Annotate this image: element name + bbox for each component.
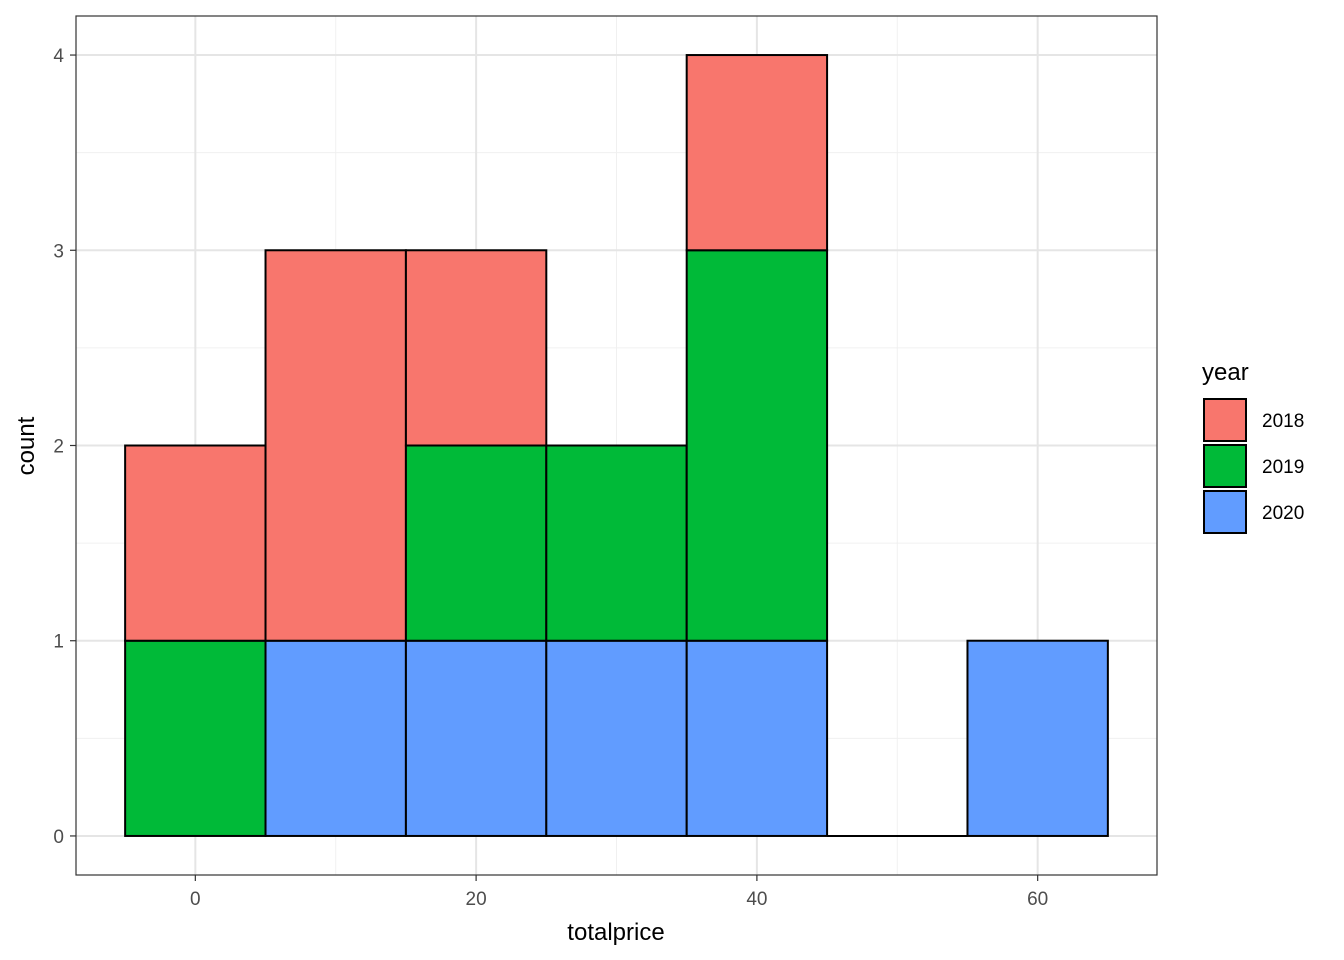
legend-title: year [1202,359,1249,386]
bar-2019-bin-3 [545,444,688,642]
histogram-bars [124,54,1109,837]
bar-2020-bin-1 [264,639,407,837]
legend-key-2019 [1203,444,1247,488]
y-tick-label: 1 [53,632,64,653]
y-axis-ticks: 0 1 2 3 4 [53,46,76,848]
legend-label-2020: 2020 [1262,503,1304,524]
x-axis-title: totalprice [567,919,664,946]
bar-2018-bin-4 [685,54,829,252]
x-tick-label: 20 [466,889,487,910]
bar-2020-bin-4 [685,639,829,837]
legend-items: 2018 2019 2020 [1203,398,1304,534]
bar-2020-bin-6 [966,639,1109,837]
legend-key-2018 [1203,398,1247,442]
bar-2019-bin-0 [124,639,267,837]
legend-label-2018: 2018 [1262,411,1304,432]
bar-2018-bin-0 [124,444,267,642]
legend: year 2018 2019 2020 [1202,359,1304,534]
bar-2019-bin-2 [404,444,548,642]
bar-2020-bin-2 [404,639,548,837]
x-axis-ticks: 0 20 40 60 [190,875,1048,910]
x-tick-label: 0 [190,889,201,910]
y-tick-label: 2 [53,437,64,458]
bar-2018-bin-1 [264,249,407,642]
y-tick-label: 4 [53,46,64,67]
bar-2018-bin-2 [404,249,548,447]
y-tick-label: 0 [53,827,64,848]
y-tick-label: 3 [53,241,64,262]
legend-label-2019: 2019 [1262,457,1304,478]
bar-2019-bin-4 [685,249,829,642]
bar-2020-bin-3 [545,639,688,837]
x-tick-label: 40 [746,889,767,910]
y-axis-title: count [13,416,40,475]
x-tick-label: 60 [1027,889,1048,910]
legend-key-2020 [1203,490,1247,534]
